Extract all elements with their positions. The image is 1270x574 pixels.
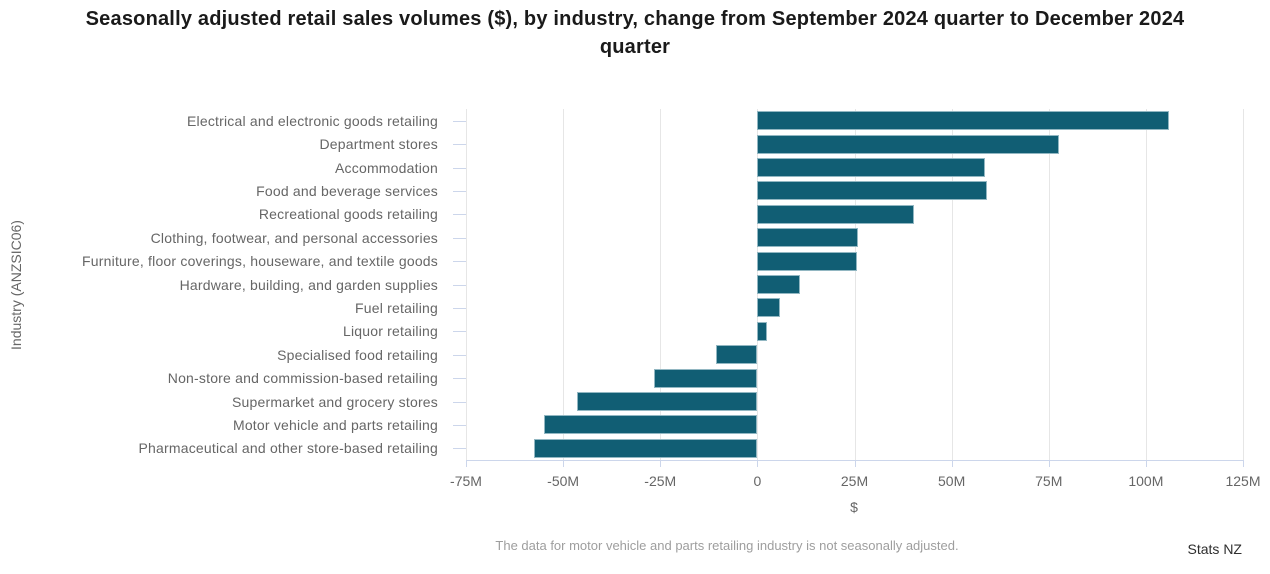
- gridline: [1145, 109, 1147, 460]
- gridline: [660, 109, 662, 460]
- x-tick-mark: [1145, 460, 1147, 467]
- bar[interactable]: [757, 181, 987, 201]
- x-tick-label: 25M: [840, 473, 869, 489]
- y-tick-mark: [453, 120, 466, 122]
- y-tick-mark: [453, 401, 466, 403]
- x-tick-mark: [1048, 460, 1050, 467]
- bar[interactable]: [544, 415, 758, 435]
- gridline: [466, 109, 467, 460]
- gridline: [1243, 109, 1244, 460]
- y-tick-mark: [453, 354, 466, 356]
- y-axis-title: Industry (ANZSIC06): [8, 220, 24, 350]
- x-tick-label: -25M: [644, 473, 677, 489]
- bar[interactable]: [757, 204, 914, 224]
- y-tick-mark: [453, 331, 466, 333]
- x-tick-mark: [660, 460, 662, 467]
- plot-area: -75M -50M -25M 0 25M 50M 75M 100M 125M Electrical…: [82, 109, 1261, 489]
- gridline: [854, 109, 856, 460]
- footnote: The data for motor vehicle and parts ret…: [495, 538, 959, 553]
- x-tick-label: 50M: [938, 473, 966, 489]
- y-tick-mark: [453, 190, 466, 192]
- gridline: [1048, 109, 1050, 460]
- x-tick-mark: [466, 460, 467, 467]
- category-label: Pharmaceutical and other store-based ret…: [138, 440, 438, 457]
- category-label: Fuel retailing: [355, 299, 438, 316]
- bar[interactable]: [757, 321, 768, 341]
- bar[interactable]: [757, 158, 986, 177]
- y-tick-mark: [453, 284, 466, 286]
- x-tick-mark: [854, 460, 856, 467]
- category-label: Specialised food retailing: [277, 346, 438, 363]
- x-tick-label: -50M: [547, 473, 580, 489]
- source-label: Stats NZ: [1187, 541, 1242, 557]
- bar[interactable]: [757, 134, 1060, 154]
- category-label: Department stores: [319, 136, 438, 153]
- x-tick-label: 0: [753, 473, 762, 489]
- category-label: Electrical and electronic goods retailin…: [187, 112, 438, 129]
- y-tick-mark: [453, 214, 466, 216]
- x-tick-mark: [1243, 460, 1244, 467]
- bar[interactable]: [757, 275, 800, 294]
- x-tick-label: 125M: [1225, 473, 1261, 489]
- y-tick-mark: [453, 307, 466, 309]
- x-tick-label: -75M: [450, 473, 482, 489]
- bar[interactable]: [757, 298, 781, 318]
- y-tick-mark: [453, 448, 466, 450]
- y-tick-mark: [453, 378, 466, 380]
- bar[interactable]: [534, 438, 758, 458]
- x-axis-title: $: [850, 499, 858, 515]
- category-label: Non-store and commission-based retailing: [167, 370, 438, 387]
- category-label: Hardware, building, and garden supplies: [179, 276, 438, 293]
- bar[interactable]: [654, 368, 758, 388]
- y-tick-mark: [453, 167, 466, 169]
- x-tick-mark: [757, 460, 759, 467]
- bar[interactable]: [757, 228, 859, 248]
- category-label: Food and beverage services: [256, 182, 438, 199]
- y-tick-mark: [453, 237, 466, 239]
- gridline: [951, 109, 953, 460]
- bar[interactable]: [757, 251, 857, 271]
- x-tick-label: 100M: [1128, 473, 1164, 489]
- chart-title: Seasonally adjusted retail sales volumes…: [85, 8, 1185, 58]
- category-label: Liquor retailing: [342, 323, 438, 340]
- category-label: Furniture, floor coverings, houseware, a…: [82, 253, 438, 270]
- category-label: Supermarket and grocery stores: [232, 393, 438, 410]
- bar[interactable]: [716, 345, 758, 365]
- gridline: [563, 109, 565, 460]
- category-label: Clothing, footwear, and personal accesso…: [150, 229, 438, 246]
- y-tick-mark: [453, 424, 466, 426]
- bar[interactable]: [757, 111, 1170, 131]
- y-tick-mark: [453, 144, 466, 146]
- category-label: Accommodation: [335, 159, 438, 176]
- bar[interactable]: [577, 392, 758, 411]
- category-label: Recreational goods retailing: [258, 206, 438, 223]
- x-tick-label: 75M: [1035, 473, 1063, 489]
- x-tick-mark: [951, 460, 953, 467]
- category-label: Motor vehicle and parts retailing: [232, 416, 438, 433]
- y-tick-mark: [453, 261, 466, 263]
- x-tick-mark: [563, 460, 565, 467]
